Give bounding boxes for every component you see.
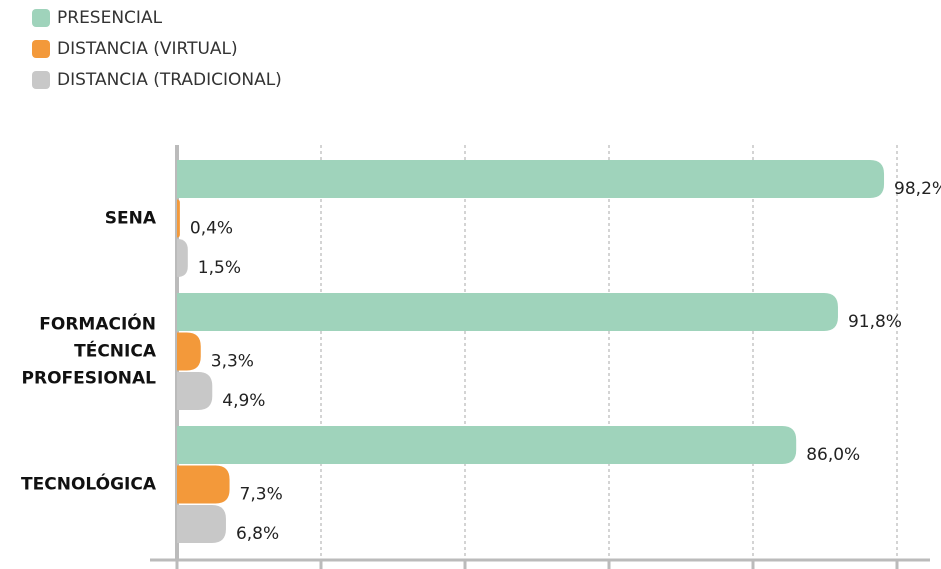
- value-label: 91,8%: [848, 312, 902, 332]
- category-label: FORMACIÓN TÉCNICA PROFESIONAL: [21, 314, 156, 388]
- bar: [177, 372, 213, 410]
- legend-swatch: [32, 40, 50, 58]
- value-label: 7,3%: [240, 485, 283, 505]
- value-label: 0,4%: [190, 219, 233, 239]
- bar: [177, 160, 885, 198]
- bar: [177, 505, 226, 543]
- category-label: TECNOLÓGICA: [21, 474, 156, 494]
- value-label: 98,2%: [894, 179, 941, 199]
- bar: [177, 332, 201, 371]
- bar: [177, 465, 230, 504]
- value-label: 1,5%: [198, 258, 241, 278]
- bar: [177, 293, 838, 331]
- value-label: 86,0%: [806, 445, 860, 465]
- legend-label: DISTANCIA (TRADICIONAL): [57, 70, 282, 90]
- bar: [177, 239, 188, 277]
- value-label: 6,8%: [236, 524, 279, 544]
- legend-swatch: [32, 9, 50, 27]
- legend-label: PRESENCIAL: [57, 8, 163, 28]
- legend-label: DISTANCIA (VIRTUAL): [57, 39, 238, 59]
- legend-swatch: [32, 71, 50, 89]
- value-label: 3,3%: [211, 352, 254, 372]
- category-label: SENA: [104, 208, 156, 228]
- bar: [177, 426, 797, 464]
- bar: [177, 199, 180, 238]
- value-label: 4,9%: [222, 391, 265, 411]
